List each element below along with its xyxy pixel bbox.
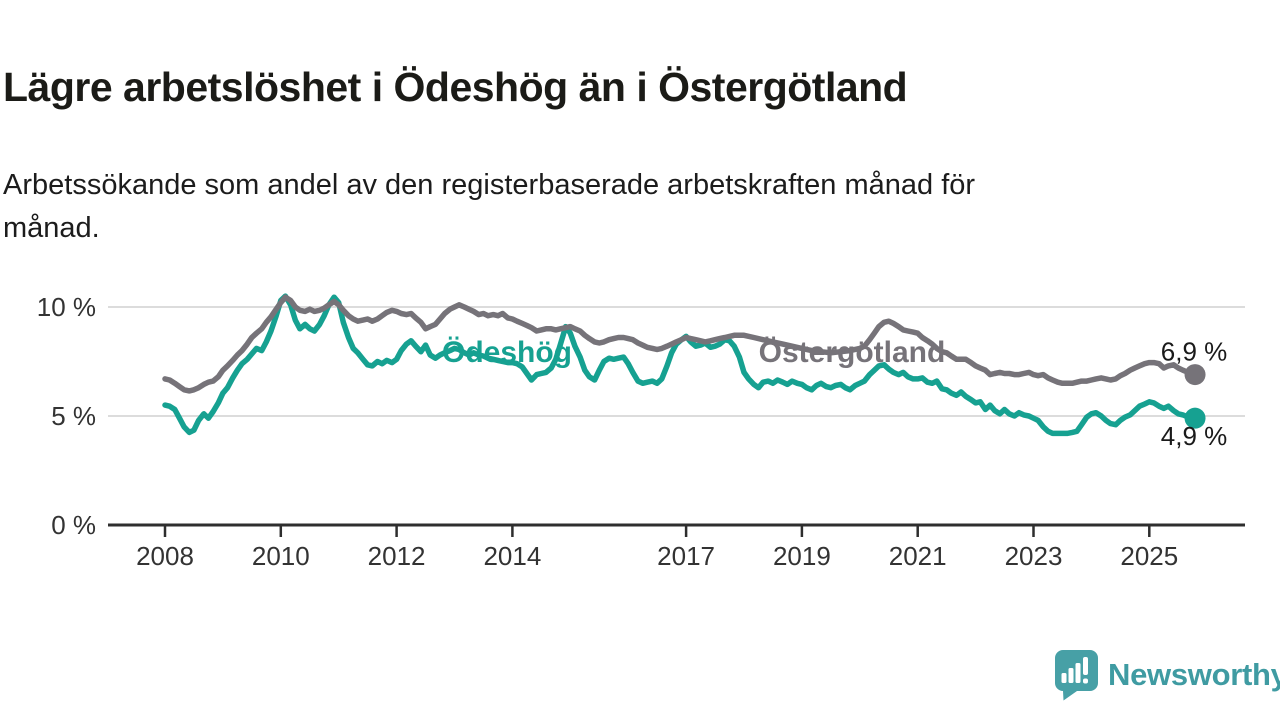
end-dot-1 xyxy=(1184,364,1206,386)
bar-chart-bar-3 xyxy=(1075,663,1081,683)
page-subtitle: Arbetssökande som andel av den registerb… xyxy=(3,164,1233,250)
newsworthy-speech-bubble-icon xyxy=(1055,650,1098,701)
bar-chart-bar-2 xyxy=(1068,668,1074,683)
x-tick-label-2023: 2023 xyxy=(1005,541,1063,571)
x-tick-label-2012: 2012 xyxy=(368,541,426,571)
x-tick-label-2019: 2019 xyxy=(773,541,831,571)
series-label-1: Östergötland xyxy=(759,336,946,369)
series-line-0 xyxy=(162,293,1198,437)
exclamation-bar xyxy=(1083,657,1088,675)
series-label-0: Ödeshög xyxy=(442,336,572,369)
newsworthy-logo-text: Newsworthy xyxy=(1108,657,1280,692)
x-tick-label-2010: 2010 xyxy=(252,541,310,571)
series-line-1 xyxy=(162,294,1198,394)
y-axis-label-5: 5 % xyxy=(51,401,96,431)
end-value-label-1: 6,9 % xyxy=(1161,337,1228,367)
x-tick-label-2017: 2017 xyxy=(657,541,715,571)
x-tick-label-2025: 2025 xyxy=(1120,541,1178,571)
end-dot-0 xyxy=(1184,407,1206,429)
x-tick-label-2008: 2008 xyxy=(136,541,194,571)
page-subtitle-line2: månad. xyxy=(3,212,100,244)
y-axis-label-0: 0 % xyxy=(51,510,96,540)
x-tick-label-2014: 2014 xyxy=(483,541,541,571)
page-title: Lägre arbetslöshet i Ödeshög än i Österg… xyxy=(3,64,908,111)
page-subtitle-line1: Arbetssökande som andel av den registerb… xyxy=(3,169,976,201)
x-tick-label-2021: 2021 xyxy=(889,541,947,571)
newsworthy-logo: Newsworthy xyxy=(1054,648,1280,702)
exclamation-dot xyxy=(1083,678,1088,684)
end-value-label-0: 4,9 % xyxy=(1161,421,1228,451)
bar-chart-bar-1 xyxy=(1061,673,1067,683)
y-axis-label-10: 10 % xyxy=(37,292,96,322)
